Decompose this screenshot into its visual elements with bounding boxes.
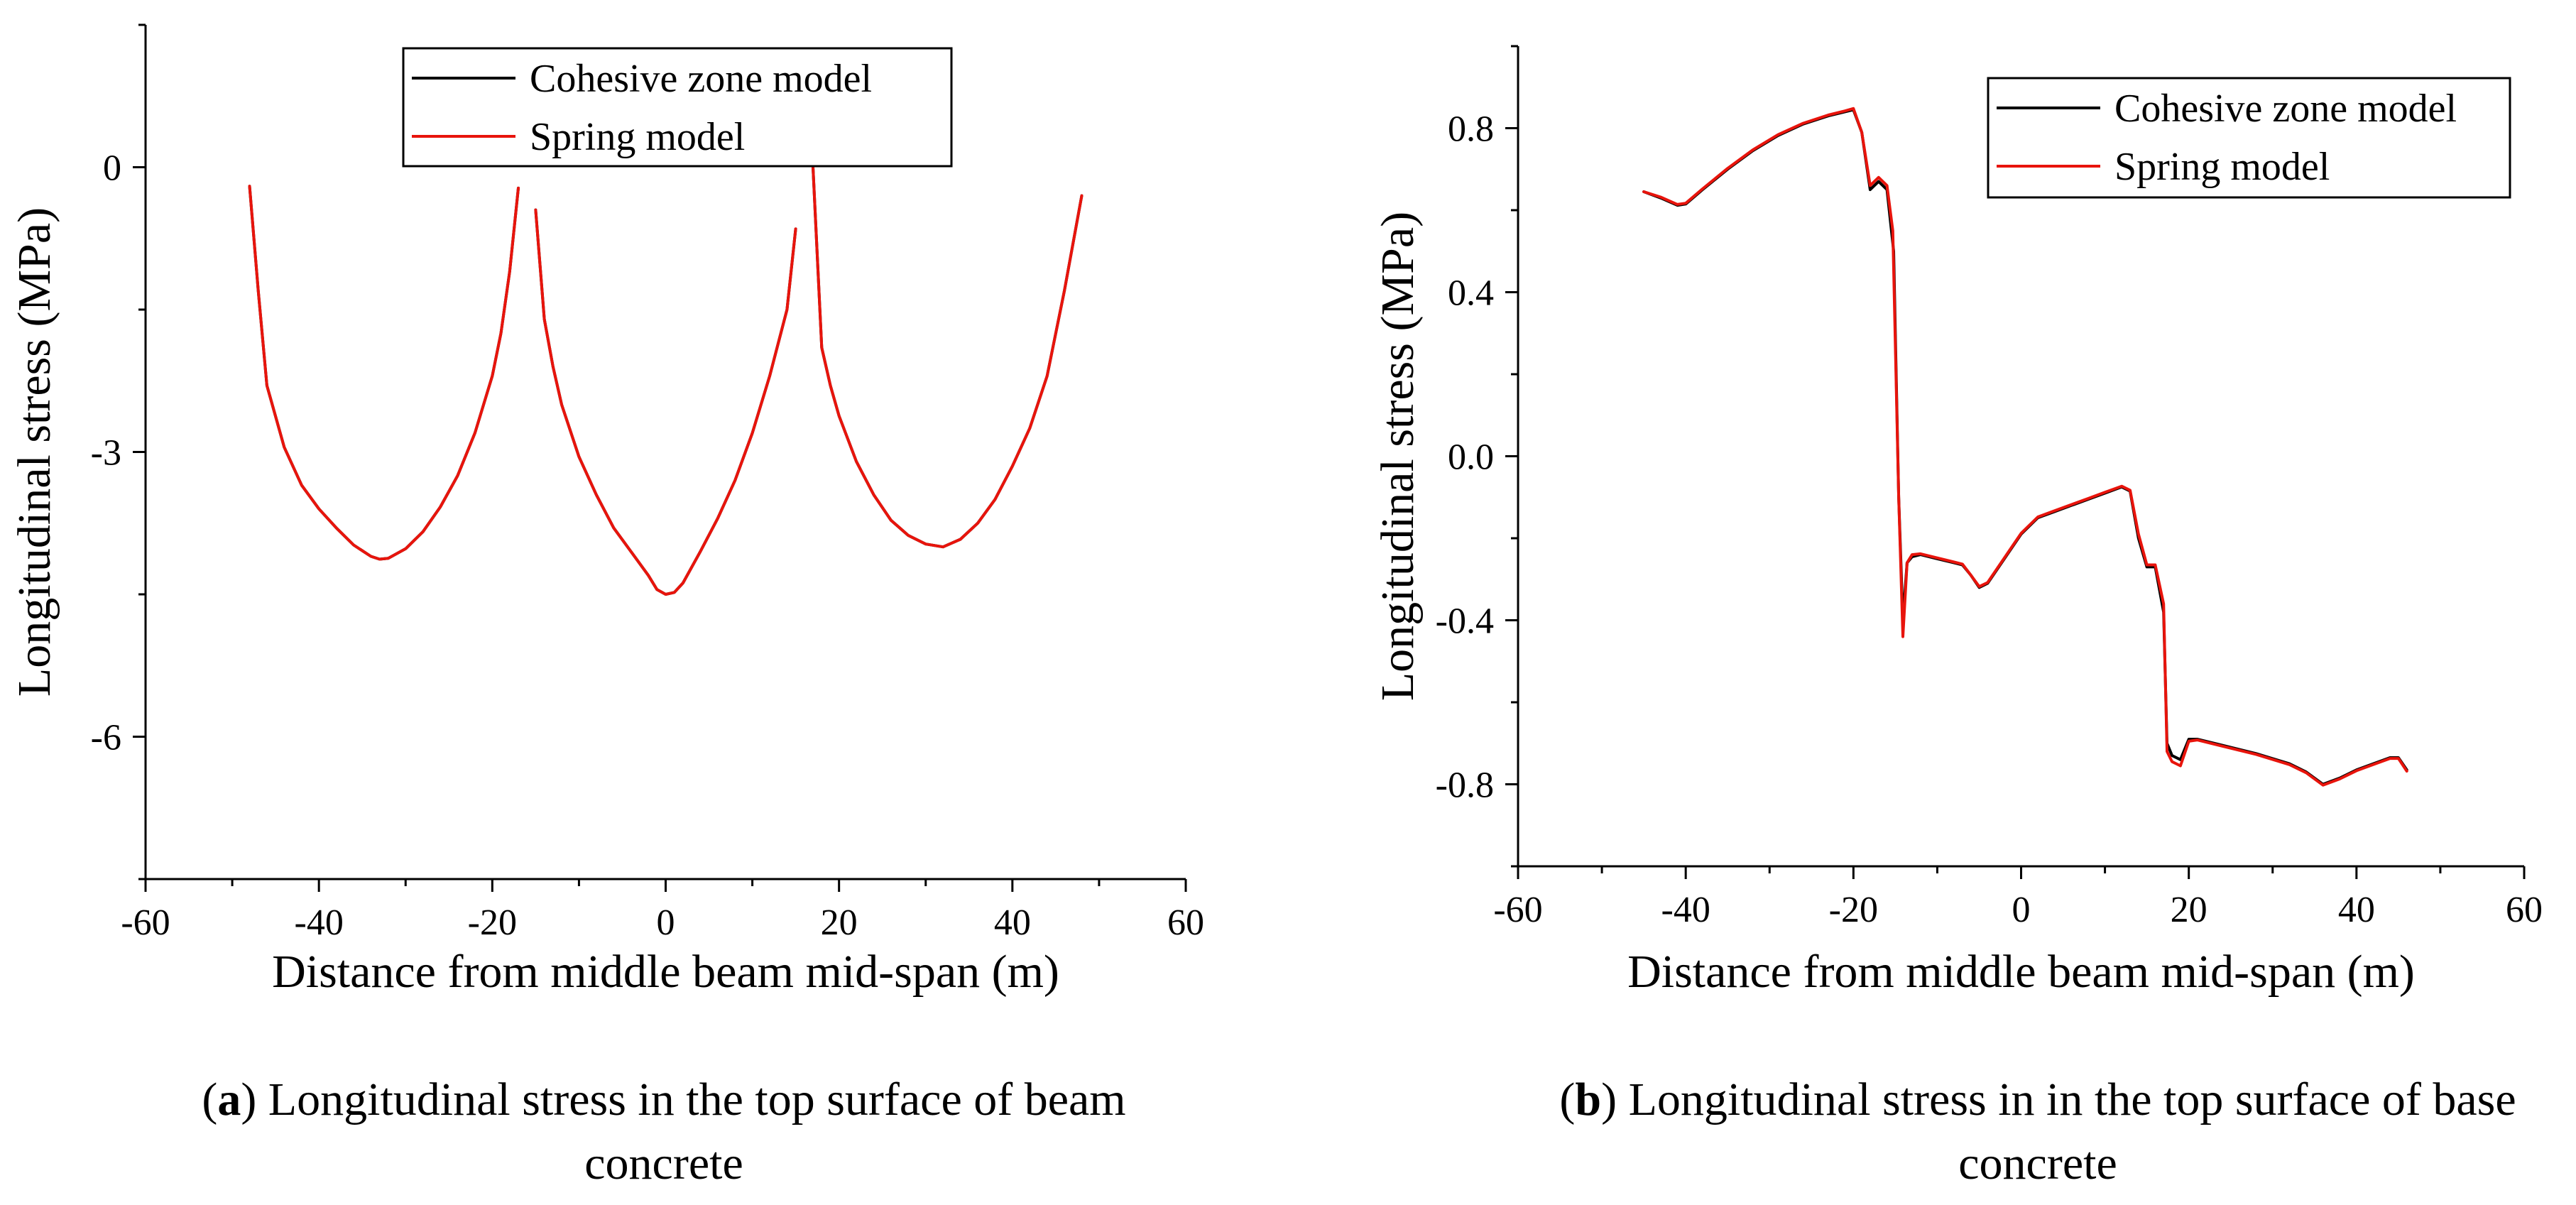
x-tick-label: -40 <box>1661 890 1710 930</box>
y-tick-label: -6 <box>91 718 121 758</box>
legend-label: Cohesive zone model <box>530 57 872 101</box>
y-tick-label: -0.8 <box>1436 765 1494 806</box>
y-axis-title: Longitudinal stress (MPa) <box>9 207 60 697</box>
series-line <box>534 208 797 596</box>
x-tick-label: -20 <box>1829 890 1878 930</box>
series-line <box>812 165 1084 549</box>
x-tick-label: -60 <box>1493 890 1542 930</box>
figure-caption-line-2: concrete <box>1958 1138 2117 1189</box>
figure-caption: (a) Longitudinal stress in the top surfa… <box>202 1074 1125 1125</box>
y-tick-label: 0.8 <box>1448 109 1494 150</box>
series-spring-model <box>1642 107 2408 787</box>
series-spring-model <box>248 165 1084 596</box>
series-line <box>1642 107 2408 787</box>
legend-label: Spring model <box>2114 145 2330 189</box>
x-tick-label: 60 <box>1167 903 1204 943</box>
x-tick-label: -40 <box>295 903 344 943</box>
figure-caption-line-2: concrete <box>584 1138 743 1189</box>
x-tick-label: 0 <box>657 903 675 943</box>
legend-box <box>402 47 953 168</box>
figure-caption: (b) Longitudinal stress in in the top su… <box>1559 1074 2516 1125</box>
x-tick-label: 20 <box>2171 890 2207 930</box>
legend-box <box>1987 77 2511 199</box>
y-tick-label: 0.4 <box>1448 273 1494 314</box>
series-line <box>248 185 520 561</box>
x-tick-label: 40 <box>2338 890 2375 930</box>
y-tick-label: 0.0 <box>1448 437 1494 478</box>
x-tick-label: 0 <box>2012 890 2031 930</box>
legend-label: Cohesive zone model <box>2114 87 2457 131</box>
x-tick-label: 20 <box>821 903 858 943</box>
y-axis-title: Longitudinal stress (MPa) <box>1372 212 1424 701</box>
series-line <box>248 185 520 561</box>
x-axis-title: Distance from middle beam mid-span (m) <box>1627 946 2415 998</box>
x-tick-label: -20 <box>468 903 517 943</box>
x-tick-label: 60 <box>2506 890 2543 930</box>
legend: Cohesive zone model Spring model <box>1987 77 2511 199</box>
legend-label: Spring model <box>530 115 745 159</box>
series-line <box>812 165 1084 549</box>
x-axis-title: Distance from middle beam mid-span (m) <box>272 946 1059 998</box>
y-tick-label: -3 <box>91 433 121 474</box>
y-tick-label: 0 <box>103 148 121 189</box>
series-cohesive-zone <box>248 165 1084 596</box>
series-cohesive-zone <box>1642 108 2408 786</box>
x-tick-label: -60 <box>121 903 170 943</box>
x-tick-label: 40 <box>994 903 1031 943</box>
legend: Cohesive zone model Spring model <box>402 47 953 168</box>
series-line <box>1642 108 2408 786</box>
series-line <box>534 208 797 596</box>
y-tick-label: -0.4 <box>1436 601 1494 642</box>
chart-b: -60 -40 -20 0 20 40 60 -0.8 -0.4 0.0 0.4 0.8 Distanc… <box>1372 45 2543 1189</box>
